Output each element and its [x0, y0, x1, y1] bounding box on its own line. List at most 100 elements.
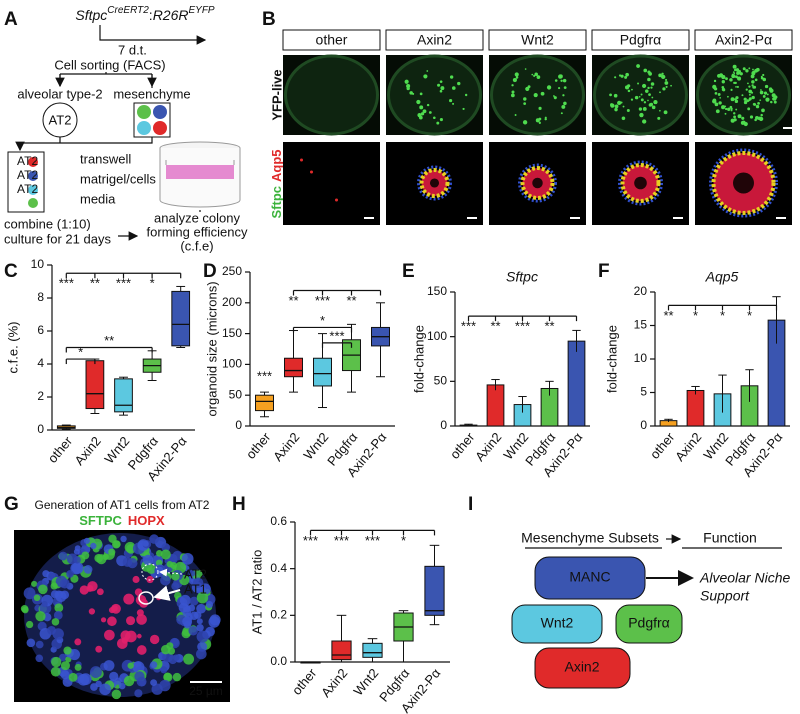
colony — [754, 118, 757, 122]
colony — [515, 76, 519, 79]
gene: Sftpc — [75, 7, 107, 23]
colony — [558, 87, 561, 90]
y-tick-label: 0 — [640, 418, 647, 432]
box — [255, 394, 274, 412]
y-axis-label: organoid size (microns) — [204, 281, 219, 416]
cell — [136, 609, 144, 617]
arrow — [153, 585, 181, 601]
significance-label: *** — [329, 328, 344, 343]
organoid — [518, 163, 557, 203]
y-tick-label: 0.6 — [270, 514, 287, 528]
cell — [112, 540, 121, 549]
colony — [747, 107, 751, 111]
cell — [195, 648, 207, 660]
colony — [449, 99, 453, 103]
subset-label: Axin2 — [564, 659, 599, 675]
colony — [534, 72, 538, 77]
cell — [35, 611, 46, 622]
colony — [724, 107, 728, 111]
y-tick-label: 5 — [640, 385, 647, 399]
cell — [52, 628, 64, 640]
colony — [562, 94, 565, 97]
cell — [95, 645, 103, 653]
cell — [149, 534, 159, 544]
colony — [640, 98, 644, 102]
colony — [647, 86, 650, 90]
colony — [419, 105, 424, 110]
bar — [686, 389, 705, 427]
colony — [464, 93, 468, 97]
colony — [733, 115, 736, 119]
cell — [60, 661, 70, 671]
y-tick-label: 0 — [235, 418, 242, 432]
colony — [659, 91, 661, 94]
split-line — [59, 72, 153, 88]
x-tick-label: other — [447, 429, 478, 462]
cell — [136, 614, 147, 625]
cell — [53, 610, 63, 620]
cell — [171, 582, 180, 591]
colony — [729, 105, 733, 109]
strain-label: SftpcCreERT2:R26REYFP — [75, 5, 215, 23]
cell — [150, 661, 158, 669]
significance-label: *** — [116, 276, 131, 291]
colony — [642, 83, 647, 89]
at2-marker — [141, 563, 159, 581]
box — [313, 357, 332, 387]
procedure-text: analyze colony — [154, 210, 240, 225]
colony — [762, 95, 766, 98]
colony — [560, 112, 563, 115]
colony — [735, 75, 738, 79]
cell — [42, 570, 50, 578]
organoid-lumen — [532, 177, 543, 189]
x-tick-label: Axin2 — [672, 429, 704, 464]
colony — [614, 104, 619, 109]
cell — [51, 656, 62, 668]
box — [331, 640, 352, 661]
x-tick-label: other — [45, 433, 76, 466]
column-header: Axin2-Pα — [715, 32, 772, 48]
colony — [755, 104, 760, 109]
colony — [647, 77, 651, 82]
significance-label: * — [720, 308, 725, 323]
colony — [533, 93, 538, 98]
panel-label: A — [4, 9, 18, 30]
cell — [88, 608, 96, 615]
organoid — [618, 160, 663, 206]
colony — [759, 90, 764, 95]
group-label: mesenchyme — [113, 86, 190, 101]
colony — [637, 82, 640, 85]
colony — [563, 101, 567, 106]
cell — [134, 588, 143, 596]
colony — [426, 70, 429, 72]
colony — [620, 101, 623, 104]
cell — [31, 580, 38, 587]
layer-label: media — [80, 191, 116, 206]
colony — [625, 72, 629, 77]
colony — [730, 109, 733, 112]
colony — [661, 74, 666, 80]
colony — [440, 86, 445, 91]
cell — [123, 675, 135, 687]
cell — [25, 620, 34, 629]
subset-box — [534, 647, 631, 689]
cell — [193, 611, 202, 619]
colony — [563, 86, 567, 90]
colony — [773, 100, 777, 104]
cell — [71, 562, 84, 575]
cell-icon — [28, 171, 38, 181]
panel-label: F — [598, 261, 610, 282]
cell — [123, 593, 135, 605]
panel-g: Generation of AT1 cells from AT2 SFTPC HO… — [14, 498, 230, 702]
colony — [558, 74, 563, 79]
cell — [196, 603, 207, 614]
colony — [662, 87, 666, 91]
colony — [657, 116, 661, 120]
cell — [68, 672, 78, 682]
x-tick-label: other — [647, 429, 678, 462]
cell — [90, 683, 98, 691]
colony — [561, 104, 566, 109]
matrigel-layer — [166, 165, 234, 179]
colony — [462, 107, 465, 111]
column-header: Axin2 — [417, 32, 452, 48]
